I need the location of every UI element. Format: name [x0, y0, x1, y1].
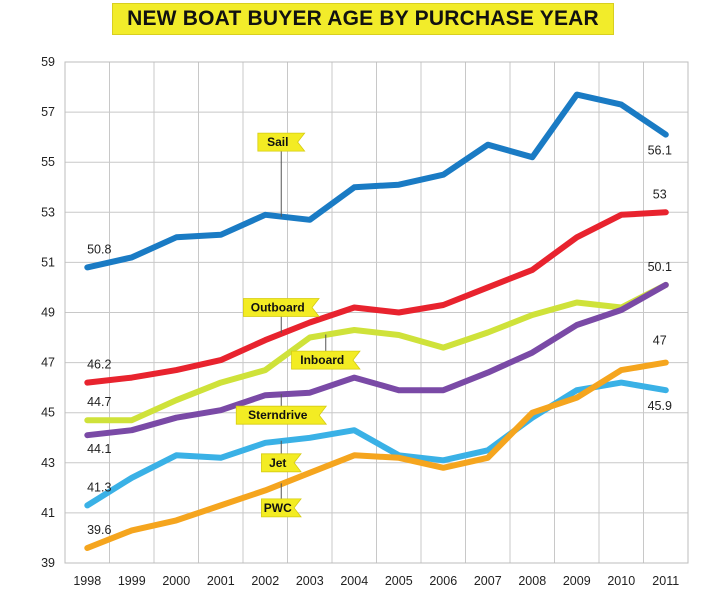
x-tick-label: 2001 — [207, 574, 235, 588]
series-line-jet — [84, 379, 669, 509]
y-tick-label: 57 — [41, 105, 55, 119]
x-tick-label: 2002 — [251, 574, 279, 588]
x-tick-label: 1999 — [118, 574, 146, 588]
x-tick-label: 2003 — [296, 574, 324, 588]
series-line-sail — [84, 91, 669, 271]
x-tick-label: 2005 — [385, 574, 413, 588]
series-line-sterndrive — [84, 281, 669, 439]
data-label-end: 56.1 — [648, 144, 672, 158]
series-tag-sail — [257, 132, 306, 152]
y-tick-label: 39 — [41, 556, 55, 570]
y-tick-label: 45 — [41, 406, 55, 420]
data-label-end: 53 — [653, 187, 667, 201]
series-tag-sterndrive — [235, 405, 328, 425]
series-tag-label: Sail — [267, 135, 288, 149]
chart-title: NEW BOAT BUYER AGE BY PURCHASE YEAR — [112, 3, 614, 35]
data-label-end: 50.1 — [648, 260, 672, 274]
y-tick-label: 41 — [41, 506, 55, 520]
series-tag-jet — [261, 453, 302, 473]
x-tick-label: 1998 — [73, 574, 101, 588]
series-tag-label: Inboard — [300, 353, 344, 367]
series-tag-label: Outboard — [251, 300, 305, 314]
series-line-pwc — [84, 359, 669, 551]
data-label-start: 41.3 — [87, 480, 111, 494]
x-tick-label: 2004 — [340, 574, 368, 588]
y-tick-label: 55 — [41, 155, 55, 169]
series-tag-layer: Sail Outboard Inboard Sterndrive Jet PWC — [235, 132, 361, 518]
x-tick-label: 2007 — [474, 574, 502, 588]
axis-layer: 39 41 43 45 47 49 51 53 55 57 59 1998 1999 2000 2001 20… — [41, 55, 679, 588]
data-label-start: 44.1 — [87, 442, 111, 456]
y-tick-label: 49 — [41, 306, 55, 320]
data-label-start: 50.8 — [87, 242, 111, 256]
data-label-end: 47 — [653, 334, 667, 348]
series-line-outboard — [84, 209, 669, 386]
x-tick-label: 2011 — [652, 574, 679, 588]
data-label-start: 44.7 — [87, 395, 111, 409]
series-tag-outboard — [243, 298, 320, 317]
series-tag-inboard — [291, 350, 361, 370]
data-label-start: 39.6 — [87, 523, 111, 537]
y-tick-label: 47 — [41, 356, 55, 370]
series-tag-pwc — [261, 498, 302, 518]
y-tick-label: 51 — [41, 255, 55, 269]
x-tick-label: 2006 — [429, 574, 457, 588]
series-layer — [84, 91, 669, 551]
series-tag-label: Jet — [269, 456, 286, 470]
data-label-layer: 50.8 56.1 46.2 53 44.7 44.1 50.1 41.3 45.9 39.6 47 — [87, 144, 672, 537]
series-line-inboard — [84, 281, 669, 424]
y-tick-label: 59 — [41, 55, 55, 69]
y-tick-label: 43 — [41, 456, 55, 470]
series-tag-label: Sterndrive — [248, 408, 308, 422]
data-label-start: 46.2 — [87, 358, 111, 372]
x-tick-label: 2008 — [518, 574, 546, 588]
y-tick-label: 53 — [41, 205, 55, 219]
x-tick-label: 2000 — [162, 574, 190, 588]
x-tick-label: 2009 — [563, 574, 591, 588]
x-tick-label: 2010 — [607, 574, 635, 588]
plot-frame — [64, 61, 689, 564]
data-label-end: 45.9 — [648, 399, 672, 413]
series-tag-label: PWC — [264, 501, 292, 515]
